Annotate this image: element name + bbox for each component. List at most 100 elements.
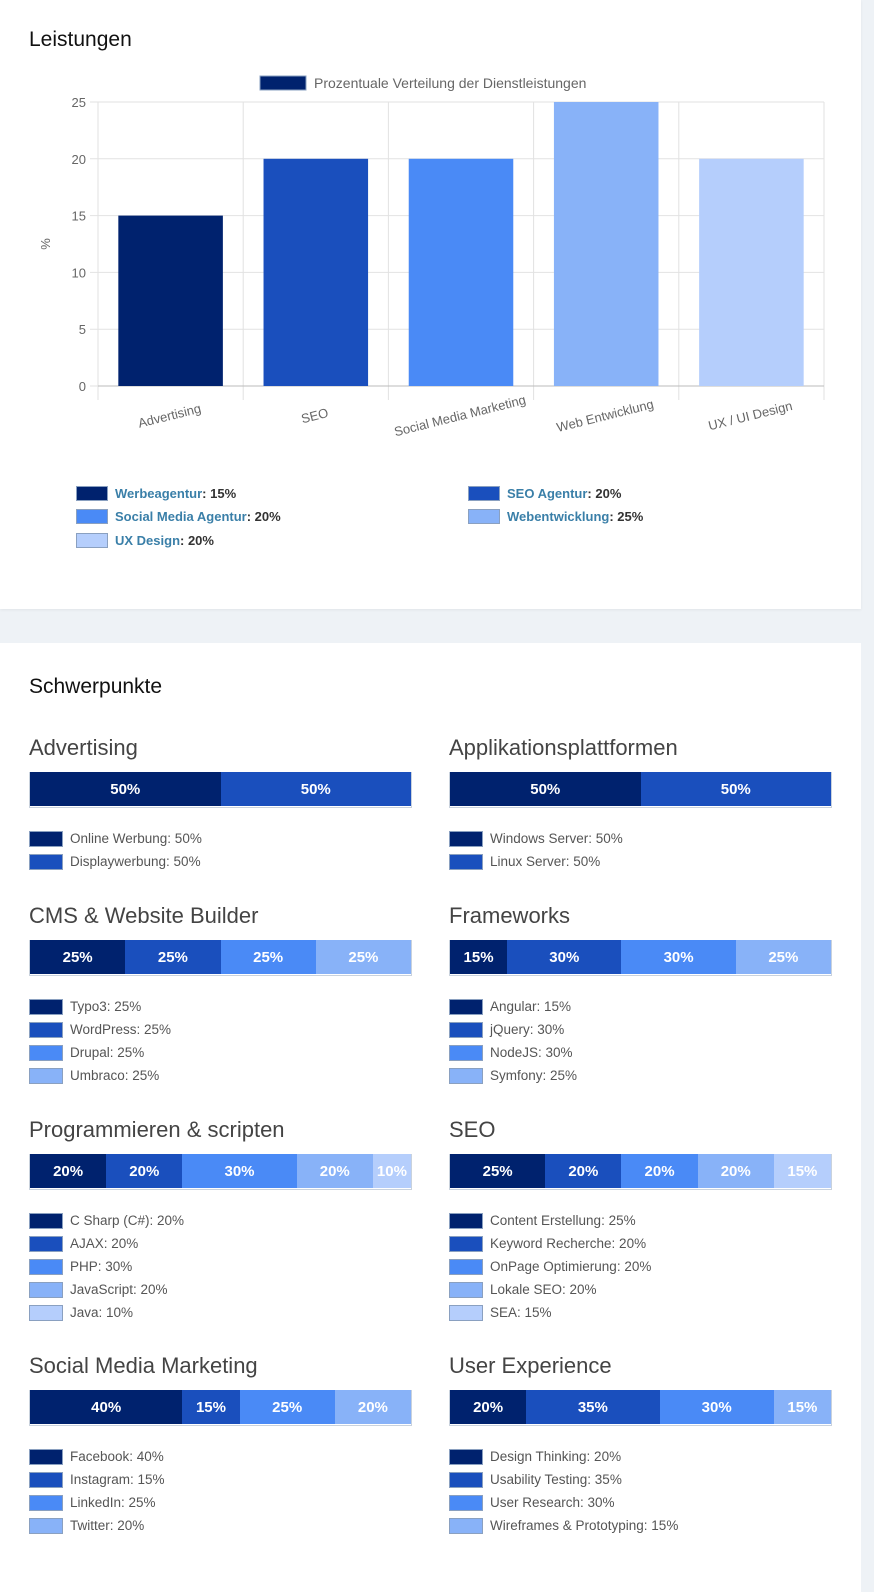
- bar-segment[interactable]: 50%: [640, 772, 831, 806]
- legend-label: Webentwicklung: [507, 509, 610, 524]
- bar-segment[interactable]: 25%: [239, 1390, 335, 1424]
- legend-swatch: [29, 1448, 63, 1465]
- legend-text: Displaywerbung: 50%: [70, 854, 201, 869]
- legend-swatch: [29, 1212, 63, 1229]
- bar-segment[interactable]: 50%: [450, 772, 641, 806]
- bar-2: [263, 158, 369, 386]
- legend-value: : 20%: [180, 533, 214, 548]
- bar-5: [699, 158, 804, 386]
- y-tick-label: 5: [79, 322, 86, 337]
- y-tick-label: 0: [79, 379, 86, 394]
- bar-3: [408, 158, 514, 386]
- schwerpunkt-block: CMS & Website Builder 25% 25% 25% 25% Typo3: …: [29, 901, 412, 1087]
- bar-segment[interactable]: 40%: [30, 1390, 183, 1424]
- schwerpunkt-block: Frameworks 15% 30% 30% 25% Angular: 15% jQuery…: [449, 901, 832, 1087]
- legend-text: Lokale SEO: 20%: [490, 1282, 597, 1297]
- legend-item: AJAX: 20%: [29, 1232, 412, 1255]
- legend-item-seo-agentur[interactable]: SEO Agentur: 20%: [468, 486, 621, 501]
- legend-item-ux-design[interactable]: UX Design: 20%: [76, 533, 214, 548]
- bar-segment[interactable]: 20%: [621, 1154, 698, 1188]
- legend-swatch: [29, 1258, 63, 1275]
- legend-swatch: [29, 1281, 63, 1298]
- bar-segment[interactable]: 15%: [773, 1390, 831, 1424]
- legend-swatch: [29, 998, 63, 1015]
- legend-item: User Research: 30%: [449, 1491, 832, 1514]
- bar-segment[interactable]: 15%: [182, 1390, 240, 1424]
- bar-segment[interactable]: 25%: [450, 1154, 546, 1188]
- bar-segment[interactable]: 50%: [30, 772, 221, 806]
- legend-swatch: [449, 1067, 483, 1084]
- legend-item: Symfony: 25%: [449, 1064, 832, 1087]
- legend-text: SEA: 15%: [490, 1305, 552, 1320]
- legend-item: Usability Testing: 35%: [449, 1468, 832, 1491]
- legend-item: Umbraco: 25%: [29, 1064, 412, 1087]
- legend-swatch: [29, 1471, 63, 1488]
- legend-text: Symfony: 25%: [490, 1068, 578, 1083]
- legend-text: Facebook: 40%: [70, 1449, 164, 1464]
- legend-swatch: [29, 830, 63, 847]
- legend-swatch: [29, 1304, 63, 1321]
- bar-segment[interactable]: 20%: [296, 1154, 373, 1188]
- stacked-bar: 50% 50%: [449, 772, 832, 808]
- bar-segment[interactable]: 20%: [334, 1390, 411, 1424]
- legend-value: : 15%: [202, 486, 237, 501]
- bar-segment[interactable]: 25%: [30, 940, 126, 974]
- bar-segment[interactable]: 25%: [735, 940, 831, 974]
- schwerpunkt-block: SEO 25% 20% 20% 20% 15% Content Erstellung: 25…: [449, 1115, 832, 1324]
- schwerpunkt-block: Social Media Marketing 40% 15% 25% 20% Facebo…: [29, 1351, 412, 1537]
- legend-text: Typo3: 25%: [70, 999, 142, 1014]
- legend-text: Content Erstellung: 25%: [490, 1213, 636, 1228]
- bar-segment[interactable]: 30%: [507, 940, 622, 974]
- legend-item: Linux Server: 50%: [449, 850, 832, 873]
- y-tick-label: 25: [72, 95, 86, 110]
- bar-segment[interactable]: 20%: [106, 1154, 183, 1188]
- legend-item: Instagram: 15%: [29, 1468, 412, 1491]
- bar-segment[interactable]: 25%: [220, 940, 316, 974]
- legend-label: UX Design: [115, 533, 181, 548]
- legend-label: Werbeagentur: [115, 486, 203, 501]
- x-tick-label: UX / UI Design: [707, 398, 794, 433]
- stacked-bar: 20% 20% 30% 20% 10%: [29, 1154, 412, 1190]
- bar-segment[interactable]: 20%: [450, 1390, 527, 1424]
- legend-swatch: [29, 1235, 63, 1252]
- legend-item-werbeagentur[interactable]: Werbeagentur: 15%: [76, 486, 236, 501]
- legend-swatch: [449, 1258, 483, 1275]
- legend-item: Windows Server: 50%: [449, 827, 832, 850]
- bar-segment[interactable]: 50%: [220, 772, 411, 806]
- block-title: Programmieren & scripten: [29, 1117, 285, 1142]
- legend-item: C Sharp (C#): 20%: [29, 1209, 412, 1232]
- legend-item-social-media-agentur[interactable]: Social Media Agentur: 20%: [76, 509, 281, 524]
- block-title: Frameworks: [449, 903, 571, 928]
- legend-swatch: [468, 509, 500, 524]
- bar-segment[interactable]: 25%: [125, 940, 221, 974]
- block-legend: Angular: 15% jQuery: 30% NodeJS: 30% Symfon…: [449, 995, 832, 1087]
- legend-item: Keyword Recherche: 20%: [449, 1232, 832, 1255]
- legend-text: Umbraco: 25%: [70, 1068, 160, 1083]
- bar-segment[interactable]: 25%: [315, 940, 411, 974]
- legend-item: Twitter: 20%: [29, 1514, 412, 1537]
- bar-segment[interactable]: 20%: [545, 1154, 622, 1188]
- bar-segment[interactable]: 15%: [773, 1154, 831, 1188]
- legend-text: Linux Server: 50%: [490, 854, 601, 869]
- legend-swatch: [468, 486, 500, 501]
- stacked-bar: 50% 50%: [29, 772, 412, 808]
- legend-swatch: [29, 853, 63, 870]
- legend-item-webentwicklung[interactable]: Webentwicklung: 25%: [468, 509, 643, 524]
- bar-segment[interactable]: 35%: [526, 1390, 660, 1424]
- legend-item: Drupal: 25%: [29, 1041, 412, 1064]
- block-title: Advertising: [29, 735, 138, 760]
- bar-segment[interactable]: 30%: [659, 1390, 774, 1424]
- bar-segment[interactable]: 30%: [182, 1154, 297, 1188]
- legend-swatch: [76, 486, 108, 501]
- bar-segment[interactable]: 20%: [697, 1154, 774, 1188]
- block-title: CMS & Website Builder: [29, 903, 259, 928]
- stacked-bar: 25% 20% 20% 20% 15%: [449, 1154, 832, 1190]
- bar-segment[interactable]: 20%: [30, 1154, 107, 1188]
- legend-text: Wireframes & Prototyping: 15%: [490, 1518, 679, 1533]
- bar-segment[interactable]: 10%: [372, 1154, 411, 1188]
- legend-text: Online Werbung: 50%: [70, 831, 202, 846]
- bar-segment[interactable]: 15%: [450, 940, 508, 974]
- legend-text: jQuery: 30%: [490, 1022, 565, 1037]
- bar-1: [118, 215, 223, 386]
- bar-segment[interactable]: 30%: [621, 940, 736, 974]
